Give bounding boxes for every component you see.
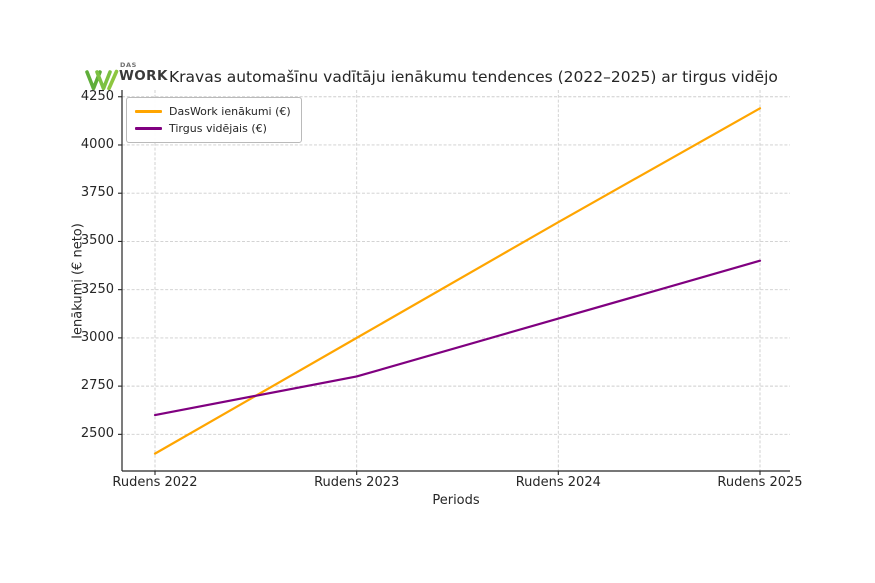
legend-item: DasWork ienākumi (€) bbox=[135, 103, 291, 120]
legend: DasWork ienākumi (€) Tirgus vidējais (€) bbox=[126, 97, 302, 143]
y-tick-label: 4250 bbox=[80, 88, 114, 104]
header: DAS WORK Kravas automašīnu vadītāju ienā… bbox=[0, 0, 875, 91]
logo-work-text: WORK bbox=[119, 67, 168, 84]
y-tick-label: 3750 bbox=[80, 185, 114, 201]
legend-item-label: Tirgus vidējais (€) bbox=[169, 122, 267, 135]
legend-line-sample bbox=[135, 110, 162, 113]
y-tick-label: 2500 bbox=[80, 426, 114, 442]
daswork-logo-icon bbox=[85, 69, 119, 91]
legend-item: Tirgus vidējais (€) bbox=[135, 120, 291, 137]
x-tick-label: Rudens 2025 bbox=[717, 475, 803, 490]
chart-title: Kravas automašīnu vadītāju ienākumu tend… bbox=[169, 68, 778, 86]
y-tick-label: 3250 bbox=[80, 281, 114, 297]
y-tick-label: 4000 bbox=[80, 136, 114, 152]
x-tick-label: Rudens 2022 bbox=[112, 475, 198, 490]
x-tick-label: Rudens 2024 bbox=[515, 475, 601, 490]
x-axis-title: Periods bbox=[432, 493, 480, 508]
y-tick-label: 3500 bbox=[80, 233, 114, 249]
x-tick-label: Rudens 2023 bbox=[314, 475, 400, 490]
y-tick-label: 3000 bbox=[80, 329, 114, 345]
series-line-0 bbox=[153, 107, 762, 455]
logo-das-text: DAS bbox=[120, 61, 137, 69]
legend-line-sample bbox=[135, 127, 162, 130]
daswork-logo: DAS WORK bbox=[119, 62, 168, 83]
y-tick-label: 2750 bbox=[80, 378, 114, 394]
series-line-1 bbox=[153, 259, 762, 417]
legend-item-label: DasWork ienākumi (€) bbox=[169, 105, 291, 118]
